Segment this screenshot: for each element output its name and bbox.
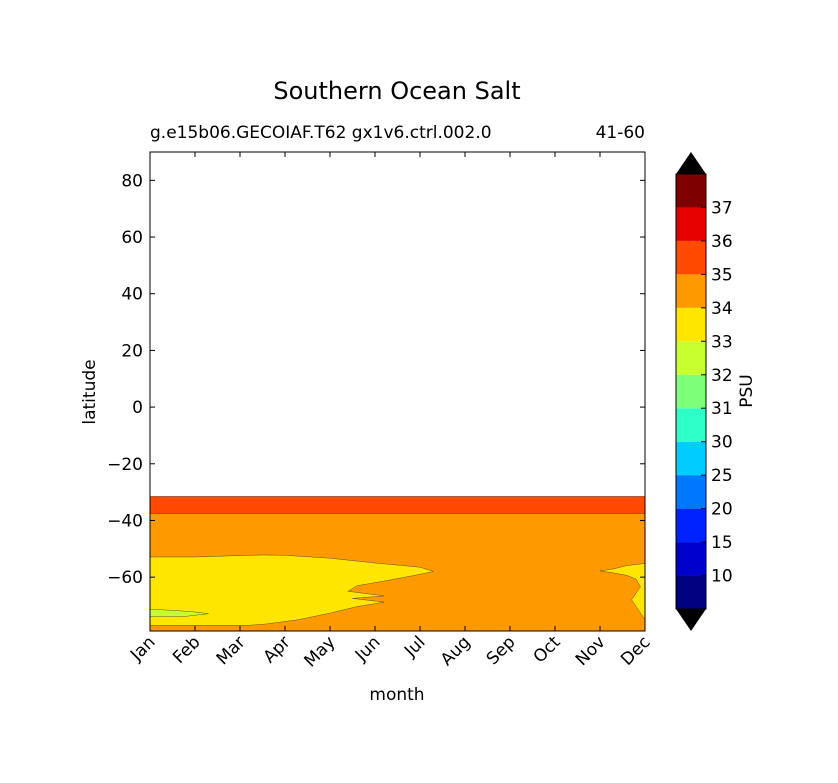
colorbar-frame <box>675 173 707 610</box>
colorbar-swatch <box>676 307 706 342</box>
x-axis-label: month <box>369 685 424 705</box>
colorbar-swatch <box>676 575 706 609</box>
x-tick-label: Jun <box>351 632 385 666</box>
colorbar-tick-label: 32 <box>711 366 733 386</box>
y-tick-label: −20 <box>107 455 143 475</box>
chart-title: Southern Ocean Salt <box>273 77 520 105</box>
colorbar-swatch <box>676 408 706 442</box>
y-axis: −60 −40 −20 0 20 40 60 80 <box>107 171 645 588</box>
colorbar-tick-label: 15 <box>711 533 733 553</box>
x-tick-label: Feb <box>169 632 204 667</box>
colorbar-tick-label: 25 <box>711 466 733 486</box>
colorbar-swatch <box>676 207 706 241</box>
colorbar-swatch <box>676 441 706 476</box>
y-tick-label: 40 <box>121 285 143 305</box>
colorbar-tick-label: 30 <box>711 433 733 453</box>
x-tick-label: Nov <box>572 632 610 670</box>
y-tick-label: 20 <box>121 341 143 361</box>
colorbar-label: PSU <box>737 374 757 408</box>
y-tick-label: −40 <box>107 511 143 531</box>
x-tick-label: Oct <box>530 632 565 667</box>
colorbar-swatch <box>676 475 706 509</box>
plot-frame <box>149 151 646 632</box>
colorbar-tick-label: 36 <box>711 232 733 252</box>
y-tick-label: 60 <box>121 228 143 248</box>
x-tick-label: Jul <box>400 632 429 661</box>
colorbar-tick-label: 20 <box>711 500 733 520</box>
colorbar-swatch <box>676 174 706 208</box>
chart-subtitle-right: 41-60 <box>596 123 645 143</box>
x-tick-label: May <box>301 632 340 671</box>
colorbar-tick-label: 31 <box>711 399 733 419</box>
contour-region-33-34 <box>149 554 435 631</box>
y-axis-label: latitude <box>80 359 100 424</box>
colorbar-swatch <box>676 341 706 375</box>
y-tick-label: −60 <box>107 568 143 588</box>
colorbar-extend-high <box>676 152 706 174</box>
colorbar-tick-label: 37 <box>711 198 733 218</box>
colorbar-tick-label: 10 <box>711 567 733 587</box>
y-tick-label: 80 <box>121 171 143 191</box>
y-tick-label: 0 <box>132 398 143 418</box>
x-tick-label: Jan <box>126 632 159 665</box>
colorbar-swatch <box>676 274 706 308</box>
plot-fill-layer <box>149 496 646 632</box>
colorbar-swatch <box>676 542 706 576</box>
colorbar-tick-label: 34 <box>711 299 733 319</box>
x-tick-label: Dec <box>617 632 654 669</box>
chart-subtitle-left: g.e15b06.GECOIAF.T62 gx1v6.ctrl.002.0 <box>150 123 492 143</box>
colorbar-swatch <box>676 240 706 275</box>
colorbar-extend-low <box>676 609 706 631</box>
x-tick-label: Mar <box>213 632 250 669</box>
colorbar-swatch <box>676 374 706 409</box>
colorbar-tick-label: 35 <box>711 265 733 285</box>
x-tick-label: Sep <box>483 632 520 669</box>
contour-region-35-36 <box>149 496 646 514</box>
x-tick-label: Aug <box>437 632 475 670</box>
colorbar-tick-label: 33 <box>711 332 733 352</box>
colorbar: 10 15 20 25 30 31 32 33 34 35 36 37 <box>675 152 733 631</box>
colorbar-swatch <box>676 508 706 543</box>
x-tick-label: Apr <box>260 632 295 667</box>
